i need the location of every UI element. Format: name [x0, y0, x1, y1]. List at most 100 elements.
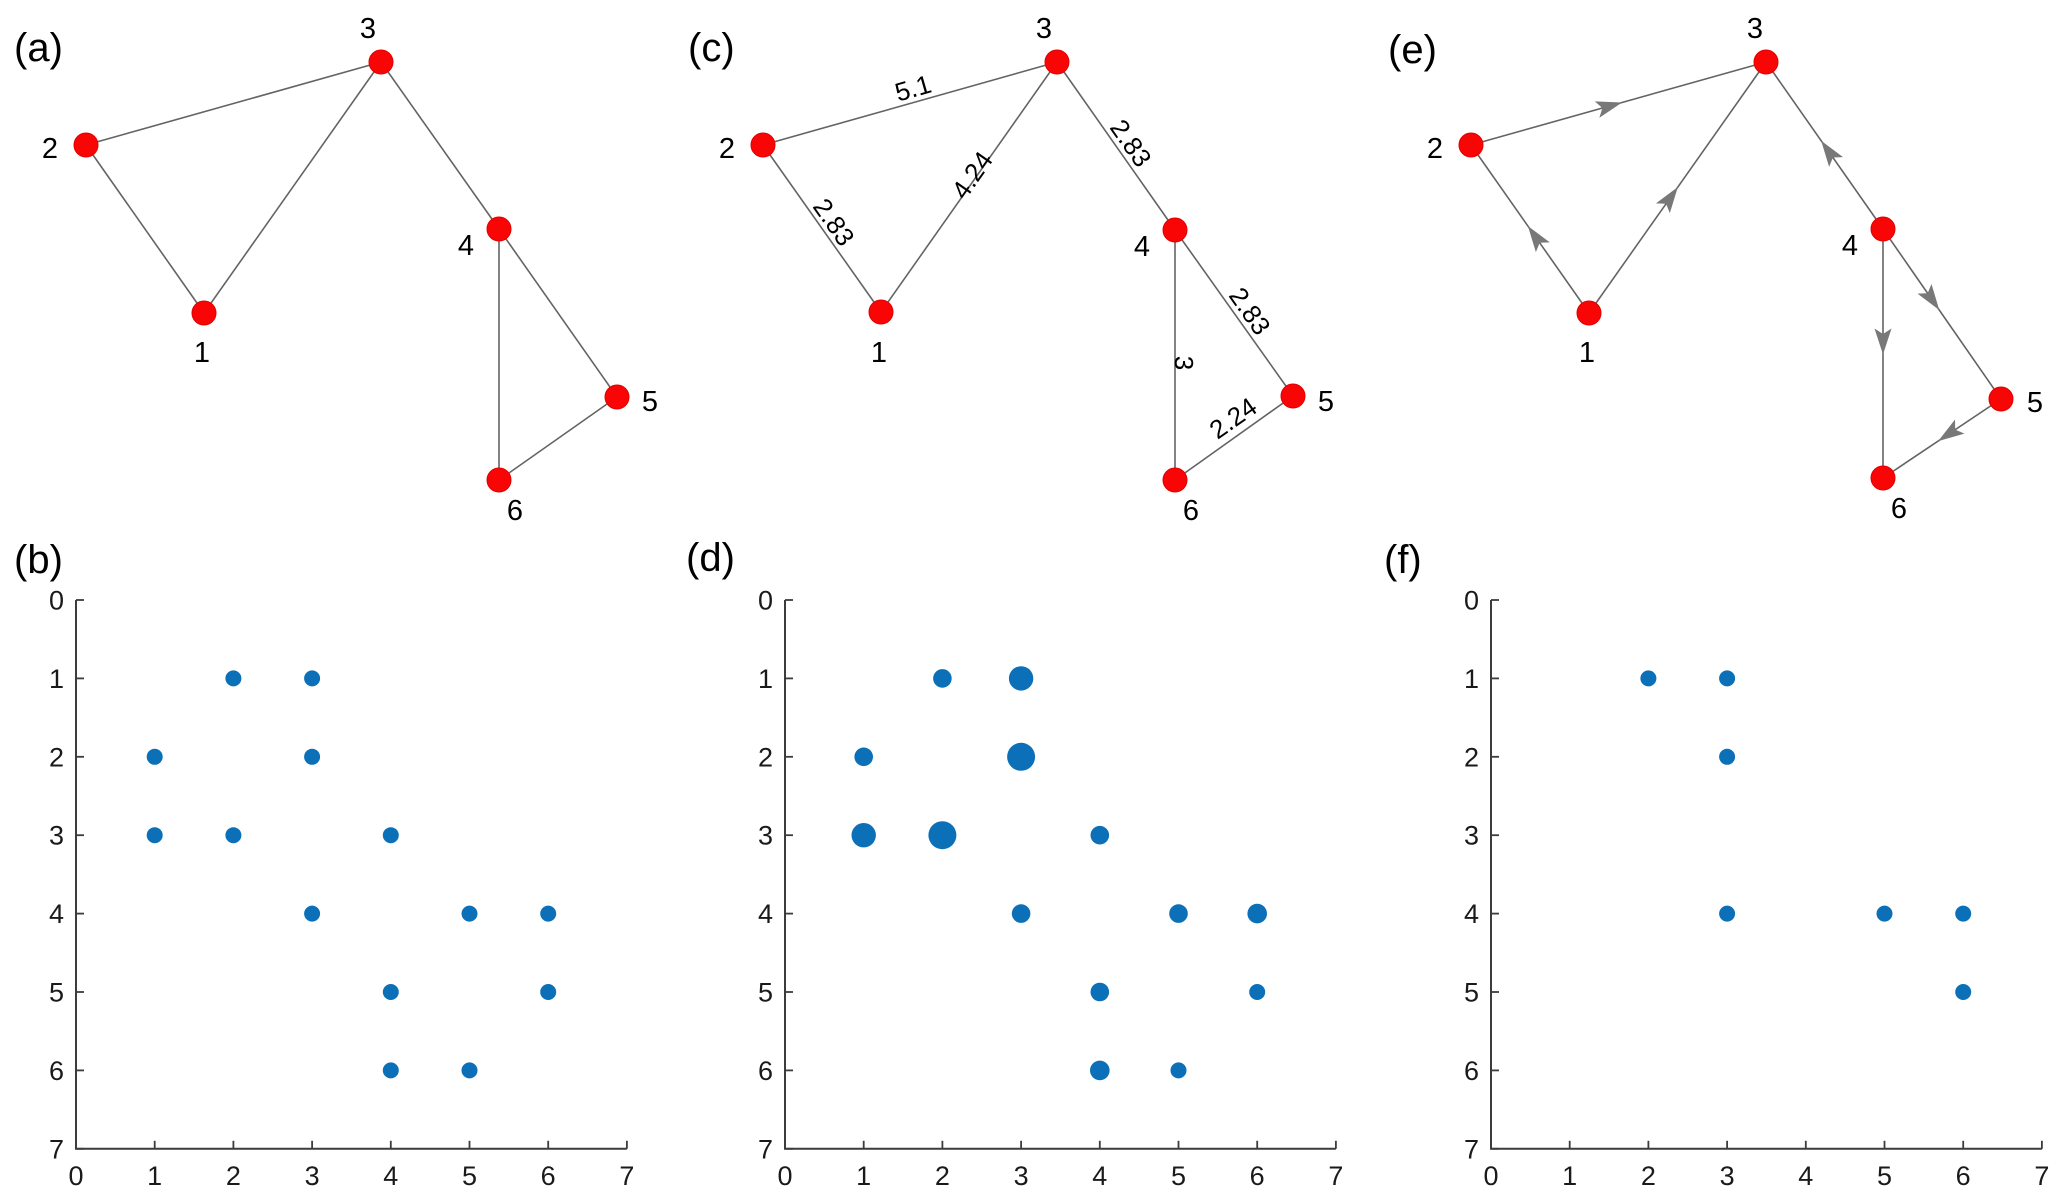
node-4 — [486, 216, 512, 242]
spy-marker-3-1 — [1008, 666, 1034, 691]
x-tick-label: 2 — [935, 1161, 950, 1191]
panel-label-b: (b) — [14, 538, 63, 582]
spy-marker-5-4 — [461, 905, 478, 922]
x-tick-label: 7 — [1328, 1161, 1343, 1191]
spy-marker-4-6 — [1090, 1060, 1110, 1081]
node-label-1: 1 — [1579, 337, 1595, 369]
node-label-1: 1 — [871, 337, 887, 369]
x-tick-label: 6 — [1956, 1161, 1971, 1191]
edge-4-5 — [1882, 228, 2002, 400]
spy-marker-6-4 — [1955, 905, 1972, 922]
spy-marker-1-3 — [851, 823, 876, 848]
node-1 — [868, 299, 894, 325]
spy-marker-2-1 — [225, 670, 242, 687]
arrowhead-2-3 — [1594, 101, 1623, 118]
arrowhead-4-6 — [1874, 328, 1892, 355]
spy-marker-4-3 — [382, 827, 399, 844]
x-tick-label: 5 — [1171, 1161, 1186, 1191]
x-tick-label: 5 — [1877, 1161, 1892, 1191]
y-tick-label: 5 — [1464, 977, 1479, 1007]
node-1 — [191, 300, 217, 326]
spy-marker-6-4 — [540, 905, 557, 922]
y-tick-label: 3 — [1464, 821, 1479, 851]
x-tick-label: 0 — [68, 1161, 83, 1191]
spy-marker-3-1 — [304, 670, 321, 687]
panel-e-graph: 1 2 3 4 5 6 — [1427, 13, 2043, 525]
spy-marker-2-3 — [928, 821, 957, 850]
node-3 — [1044, 49, 1070, 75]
x-tick-label: 2 — [226, 1161, 241, 1191]
arrowhead-4-3 — [1821, 140, 1844, 167]
x-tick-label: 4 — [1092, 1161, 1107, 1191]
y-tick-label: 2 — [758, 742, 773, 772]
edge-1-3 — [203, 61, 382, 314]
node-3 — [368, 49, 394, 75]
y-tick-label: 2 — [1464, 742, 1479, 772]
spy-marker-3-4 — [1011, 904, 1031, 923]
node-5 — [604, 384, 630, 410]
y-tick-label: 7 — [758, 1134, 773, 1164]
spy-marker-5-6 — [461, 1062, 478, 1079]
x-tick-label: 0 — [777, 1161, 792, 1191]
y-tick-label: 3 — [758, 821, 773, 851]
axis-spines — [1490, 600, 2042, 1150]
node-6 — [486, 467, 512, 493]
node-label-5: 5 — [642, 386, 658, 418]
y-tick-label: 1 — [1464, 664, 1479, 694]
spy-marker-2-1 — [933, 669, 952, 688]
spy-marker-6-5 — [540, 984, 557, 1000]
y-tick-label: 0 — [49, 585, 64, 615]
panel-a-graph: 1 2 3 4 5 6 — [42, 13, 658, 527]
spy-marker-6-4 — [1247, 903, 1267, 924]
y-tick-label: 5 — [758, 977, 773, 1007]
y-tick-label: 7 — [49, 1134, 64, 1164]
x-tick-label: 4 — [383, 1161, 398, 1191]
spy-marker-5-4 — [1876, 905, 1893, 922]
x-tick-label: 7 — [619, 1161, 634, 1191]
node-label-1: 1 — [194, 337, 210, 369]
node-3 — [1753, 49, 1779, 75]
edge-weight-5-6: 2.24 — [1204, 391, 1263, 445]
edge-3-4 — [1056, 61, 1176, 231]
spy-marker-1-2 — [146, 748, 163, 765]
node-label-4: 4 — [1842, 230, 1858, 262]
node-label-4: 4 — [458, 230, 474, 262]
node-label-6: 6 — [1183, 495, 1199, 527]
y-tick-label: 1 — [49, 664, 64, 694]
x-tick-label: 3 — [305, 1161, 320, 1191]
node-label-2: 2 — [42, 133, 58, 165]
axis-spines — [784, 600, 1336, 1150]
panel-label-a: (a) — [14, 26, 63, 70]
axis-spines — [75, 600, 627, 1150]
x-tick-label: 3 — [1720, 1161, 1735, 1191]
y-tick-label: 4 — [49, 899, 64, 929]
y-tick-label: 0 — [1464, 585, 1479, 615]
spy-marker-4-3 — [1090, 825, 1110, 845]
node-4 — [1870, 216, 1896, 242]
x-tick-label: 3 — [1014, 1161, 1029, 1191]
node-2 — [750, 132, 776, 158]
node-2 — [1458, 132, 1484, 158]
y-tick-label: 3 — [49, 821, 64, 851]
spy-marker-3-4 — [1719, 905, 1736, 922]
spy-marker-5-6 — [1170, 1062, 1187, 1079]
arrowhead-1-2 — [1527, 225, 1550, 253]
node-5 — [1280, 383, 1306, 409]
edge-weight-1-2: 2.83 — [807, 193, 861, 252]
node-5 — [1988, 386, 2014, 412]
edge-3-4 — [380, 61, 500, 230]
x-tick-label: 2 — [1641, 1161, 1656, 1191]
x-tick-label: 5 — [462, 1161, 477, 1191]
y-tick-label: 6 — [758, 1056, 773, 1086]
edge-weight-1-3: 4.24 — [945, 146, 999, 205]
node-2 — [73, 132, 99, 158]
edge-5-6 — [498, 396, 618, 481]
y-tick-label: 7 — [1464, 1134, 1479, 1164]
node-label-3: 3 — [1747, 13, 1763, 45]
spy-marker-5-4 — [1169, 904, 1188, 923]
edge-4-5 — [498, 228, 618, 398]
spy-marker-1-2 — [854, 747, 873, 767]
arrowhead-1-3 — [1655, 186, 1678, 214]
